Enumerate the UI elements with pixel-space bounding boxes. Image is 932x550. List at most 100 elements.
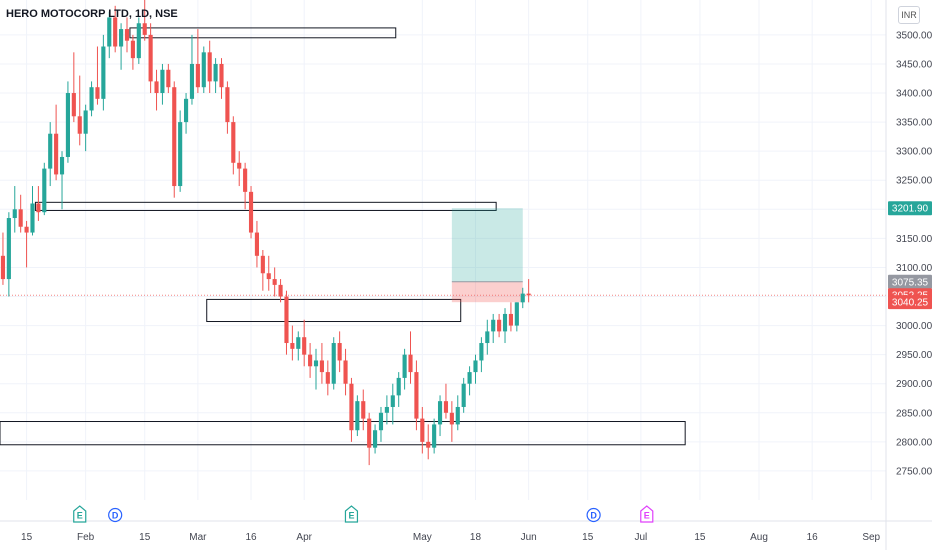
y-tick-label: 3300.00	[896, 147, 932, 158]
candle-body	[355, 401, 360, 431]
candle-body	[479, 343, 484, 361]
x-tick-label: 15	[582, 532, 594, 543]
x-tick-label: 16	[807, 532, 819, 543]
price-label-text: 3040.25	[892, 298, 929, 309]
candle-body	[473, 360, 478, 373]
chart-title: HERO MOTOCORP LTD, 1D, NSE	[6, 8, 178, 20]
candle-body	[178, 122, 183, 187]
candle-body	[219, 63, 224, 88]
y-tick-label: 2800.00	[896, 437, 932, 448]
candle-body	[455, 406, 460, 425]
y-tick-label: 3250.00	[896, 176, 932, 187]
candle-body	[160, 69, 165, 94]
candle-body	[367, 418, 372, 448]
candle-body	[65, 93, 70, 157]
candle-body	[207, 52, 212, 82]
candle-body	[420, 418, 425, 442]
y-tick-label: 3350.00	[896, 118, 932, 129]
candle-body	[402, 354, 407, 378]
candle-body	[243, 168, 248, 192]
x-tick-label: 15	[139, 532, 151, 543]
candle-body	[278, 284, 283, 297]
long-position-tool[interactable]	[0, 208, 886, 303]
zone-rect	[34, 201, 497, 211]
candle-body	[514, 302, 519, 326]
dividend-marker	[108, 507, 123, 523]
candle-body	[526, 293, 531, 296]
candle-body	[443, 401, 449, 413]
candle-body	[408, 354, 413, 373]
candle-body	[485, 331, 490, 344]
candle-body	[467, 372, 472, 384]
event-letter: E	[644, 511, 650, 521]
zone-rect	[0, 421, 686, 446]
currency-badge[interactable]: INR	[898, 6, 920, 24]
candle-body	[373, 430, 378, 448]
candle-body	[349, 383, 354, 431]
candle-body	[130, 40, 135, 59]
y-tick-label: 2900.00	[896, 379, 932, 390]
x-tick-label: 16	[245, 532, 257, 543]
event-letter: E	[77, 511, 83, 521]
candle-body	[449, 412, 454, 425]
chart-grid	[0, 0, 886, 500]
candle-body	[384, 406, 389, 413]
candle-body	[0, 255, 6, 280]
candle-body	[432, 424, 437, 448]
candle-body	[502, 313, 508, 332]
candle-body	[183, 98, 189, 123]
x-tick-label: Apr	[296, 532, 312, 543]
x-tick-label: 15	[21, 532, 33, 543]
x-tick-label: Mar	[189, 532, 207, 543]
x-tick-label: May	[413, 532, 432, 543]
event-letter: D	[590, 511, 597, 521]
candle-body	[248, 191, 254, 233]
y-tick-label: 2950.00	[896, 350, 932, 361]
candle-body	[95, 87, 100, 99]
candle-body	[491, 319, 496, 332]
candle-body	[461, 383, 466, 407]
candle-body	[59, 156, 65, 175]
candle-body	[497, 319, 502, 332]
candle-body	[48, 133, 53, 169]
stop-zone	[451, 281, 523, 303]
candle-body	[142, 23, 147, 35]
candle-body	[201, 52, 206, 88]
candle-body	[231, 122, 236, 163]
zone-rect	[206, 298, 462, 323]
candle-body	[296, 337, 301, 349]
candle-body	[284, 296, 289, 344]
candle-body	[36, 203, 41, 213]
candle-body	[331, 343, 336, 384]
candle-body	[302, 337, 307, 355]
time-axis[interactable]: 15 Feb 15 Mar 16 Apr May 18 Jun 15 Jul 15 Aug 16 Sep	[0, 520, 932, 543]
x-tick-label: Feb	[77, 532, 95, 543]
candle-body	[290, 343, 295, 349]
candle-body	[325, 372, 330, 384]
candle-body	[77, 116, 82, 134]
candle-body	[113, 17, 118, 47]
y-tick-label: 3150.00	[896, 234, 932, 245]
event-letter: E	[348, 511, 354, 521]
candle-body	[195, 63, 200, 88]
candle-body	[24, 226, 29, 233]
x-tick-label: Aug	[750, 532, 768, 543]
event-letter: D	[112, 511, 119, 521]
candle-body	[260, 255, 265, 274]
candle-body	[119, 29, 124, 47]
candle-body	[89, 87, 94, 111]
candle-body	[18, 209, 23, 227]
candle-body	[148, 34, 153, 82]
candle-body	[414, 372, 419, 419]
candle-body	[30, 203, 35, 233]
candle-body	[308, 354, 313, 367]
candle-body	[225, 87, 230, 123]
candle-body	[426, 441, 431, 448]
candle-body	[343, 360, 348, 384]
x-tick-label: Jul	[634, 532, 647, 543]
candle-body	[313, 360, 319, 367]
y-tick-label: 3450.00	[896, 59, 932, 70]
